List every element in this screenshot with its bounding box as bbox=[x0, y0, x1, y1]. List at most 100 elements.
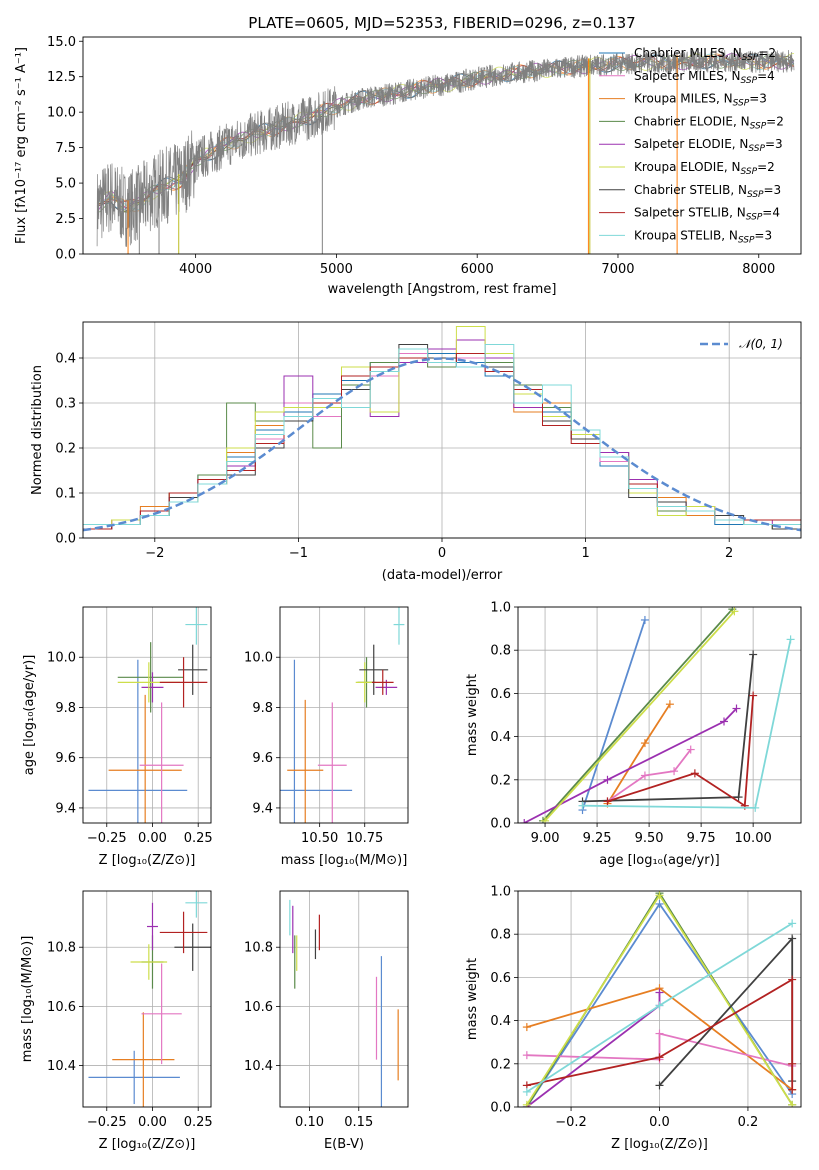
legend-label-suffix: =3 bbox=[749, 92, 767, 106]
y-tick-label: 9.6 bbox=[252, 751, 273, 766]
axes-weight-vs-age: 9.00 9.25 9.50 9.75 10.00 0.0 0.2 0.4 0.6 0.8 1.0 bbox=[490, 601, 801, 846]
residuals-frame bbox=[82, 321, 802, 539]
x-axis-label: mass [log₁₀(M/M⊙)] bbox=[281, 853, 408, 868]
y-tick-label: 0.8 bbox=[490, 928, 511, 943]
y-tick-label: 9.6 bbox=[55, 751, 76, 766]
x-tick-label: 0.00 bbox=[138, 1115, 167, 1130]
legend-label-sub: SSP bbox=[746, 213, 763, 223]
x-tick-label: −1 bbox=[289, 546, 308, 561]
x-tick-label: 10.00 bbox=[735, 831, 772, 846]
y-axis-label: Flux [fλ10⁻¹⁷ erg cm⁻² s⁻¹ A⁻¹] bbox=[14, 47, 29, 244]
x-tick-label: −0.25 bbox=[87, 1115, 127, 1130]
y-tick-label: 0.2 bbox=[55, 442, 76, 457]
weight-vs-Z-plot bbox=[522, 891, 797, 1107]
y-tick-label: 10.4 bbox=[244, 1059, 273, 1074]
histogram-step bbox=[83, 344, 801, 538]
normal-curve bbox=[83, 357, 801, 532]
x-tick-label: 0.0 bbox=[649, 1115, 670, 1130]
legend-label-sub: SSP bbox=[738, 235, 755, 245]
legend-label: Salpeter ELODIE, NSSP=3 bbox=[634, 137, 783, 154]
legend-label-suffix: =2 bbox=[757, 160, 775, 174]
legend-label: Chabrier MILES, NSSP=2 bbox=[634, 46, 776, 63]
axes-weight-vs-Z: −0.2 0.0 0.2 0.0 0.2 0.4 0.6 0.8 1.0 bbox=[490, 885, 801, 1130]
y-tick-label: 10.8 bbox=[47, 941, 76, 956]
legend-label-text: Salpeter MILES, N bbox=[634, 69, 741, 83]
legend-label-sub: SSP bbox=[747, 190, 764, 200]
y-tick-label: 0.6 bbox=[490, 971, 511, 986]
weight-vs-age-frame bbox=[517, 606, 802, 824]
x-tick-label: 0.10 bbox=[295, 1115, 324, 1130]
mass-vs-ebv-frame bbox=[279, 890, 409, 1108]
y-tick-label: 10.0 bbox=[47, 106, 76, 121]
y-tick-label: 7.5 bbox=[55, 141, 76, 156]
x-tick-label: 8000 bbox=[742, 262, 775, 277]
legend-label: Chabrier STELIB, NSSP=3 bbox=[634, 183, 781, 200]
legend-label-suffix: =4 bbox=[762, 206, 780, 220]
legend-label-suffix: =3 bbox=[765, 137, 783, 151]
weight-line bbox=[544, 610, 736, 822]
legend-label-sub: SSP bbox=[741, 167, 758, 177]
legend-label-text: Chabrier STELIB, N bbox=[634, 183, 747, 197]
x-tick-label: 0 bbox=[438, 546, 446, 561]
y-tick-label: 15.0 bbox=[47, 35, 76, 50]
y-tick-label: 0.3 bbox=[55, 397, 76, 412]
x-tick-label: 9.25 bbox=[583, 831, 612, 846]
y-tick-label: 0.0 bbox=[490, 1101, 511, 1116]
mass-vs-Z-frame bbox=[82, 890, 212, 1108]
y-axis-label: mass weight bbox=[465, 674, 480, 756]
age-vs-Z-plot bbox=[88, 607, 208, 823]
x-axis-label: Z [log₁₀(Z/Z⊙)] bbox=[611, 1137, 708, 1152]
y-axis-label: mass [log₁₀(M/M⊙)] bbox=[20, 936, 35, 1063]
x-tick-label: 2 bbox=[725, 546, 733, 561]
y-tick-label: 10.6 bbox=[244, 1000, 273, 1015]
residuals-plot bbox=[83, 326, 801, 538]
x-tick-label: 0.25 bbox=[184, 831, 213, 846]
data-spectrum-line bbox=[96, 49, 795, 247]
axes-spectrum: 4000 5000 6000 7000 8000 0.0 2.5 5.0 7.5 10.0 12.5… bbox=[47, 35, 775, 277]
x-tick-label: 9.50 bbox=[635, 831, 664, 846]
y-tick-label: 10.8 bbox=[244, 941, 273, 956]
legend-label: Salpeter MILES, NSSP=4 bbox=[634, 69, 775, 86]
age-vs-mass-plot bbox=[280, 607, 405, 823]
y-tick-label: 0.4 bbox=[55, 352, 76, 367]
y-axis-label: Normed distribution bbox=[30, 365, 45, 495]
x-tick-label: −0.25 bbox=[87, 831, 127, 846]
x-tick-label: −2 bbox=[145, 546, 164, 561]
axes-mass-vs-Z: −0.25 0.00 0.25 10.4 10.6 10.8 bbox=[47, 891, 213, 1130]
y-tick-label: 9.8 bbox=[252, 701, 273, 716]
y-tick-label: 0.0 bbox=[490, 817, 511, 832]
legend-label-suffix: =2 bbox=[758, 46, 776, 60]
spectrum-frame bbox=[82, 36, 802, 255]
weight-line bbox=[606, 749, 692, 803]
y-tick-label: 10.6 bbox=[47, 1000, 76, 1015]
legend-label: Kroupa STELIB, NSSP=3 bbox=[634, 228, 772, 245]
y-tick-label: 1.0 bbox=[490, 601, 511, 616]
y-tick-label: 2.5 bbox=[55, 212, 76, 227]
mass-vs-ebv-plot bbox=[289, 899, 399, 1107]
y-tick-label: 9.8 bbox=[55, 701, 76, 716]
x-axis-label: Z [log₁₀(Z/Z⊙)] bbox=[99, 1137, 196, 1152]
x-axis-label: (data-model)/error bbox=[382, 568, 503, 583]
legend-label-suffix: =2 bbox=[766, 114, 784, 128]
legend-label-suffix: =4 bbox=[757, 69, 775, 83]
weight-vs-Z-frame bbox=[517, 890, 802, 1108]
weight-line bbox=[581, 619, 646, 811]
weight-vs-age-plot bbox=[520, 607, 795, 823]
x-tick-label: 9.00 bbox=[531, 831, 560, 846]
x-tick-label: 10.50 bbox=[301, 831, 338, 846]
age-vs-mass-frame bbox=[279, 606, 409, 824]
weight-line bbox=[658, 936, 794, 1087]
y-tick-label: 0.6 bbox=[490, 687, 511, 702]
y-tick-label: 0.2 bbox=[490, 1057, 511, 1072]
x-tick-label: 6000 bbox=[461, 262, 494, 277]
legend-label: 𝒩(0, 1) bbox=[739, 337, 783, 351]
legend-label-text: Chabrier MILES, N bbox=[634, 46, 742, 60]
x-tick-label: 1 bbox=[581, 546, 589, 561]
y-tick-label: 9.4 bbox=[55, 801, 76, 816]
y-tick-label: 0.0 bbox=[55, 532, 76, 547]
y-tick-label: 0.4 bbox=[490, 1014, 511, 1029]
legend-label-text: Kroupa MILES, N bbox=[634, 92, 733, 106]
legend-label-text: Salpeter STELIB, N bbox=[634, 206, 746, 220]
legend-label-sub: SSP bbox=[733, 99, 750, 109]
